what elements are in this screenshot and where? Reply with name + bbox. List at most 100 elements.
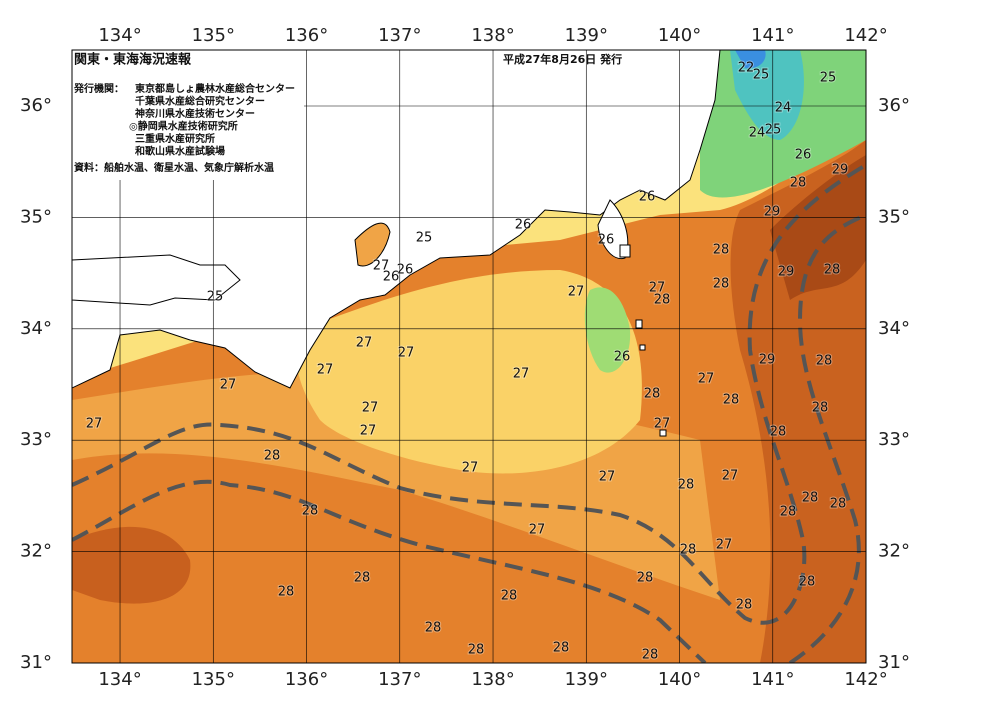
contour-label: 27 [462,461,479,476]
issuer: 千葉県水産総合研究センター [135,95,265,108]
issuer: 神奈川県水産技術センター [135,107,255,120]
contour-label: 28 [812,401,829,416]
contour-label: 28 [799,575,816,590]
map-body [72,50,866,663]
lat-label-left: 33° [20,429,52,450]
lon-label-bottom: 141° [751,669,794,690]
contour-label: 27 [649,281,666,296]
issuer: ◎静岡県水産技術研究所 [129,120,238,133]
contour-label: 27 [362,401,379,416]
sea-26-izu [584,287,631,373]
contour-label: 28 [642,648,659,663]
contour-label: 28 [425,621,442,636]
lat-label-right: 34° [878,318,910,339]
contour-label: 26 [795,148,812,163]
lat-label-right: 36° [878,95,910,116]
contour-label: 27 [220,378,237,393]
lon-label-bottom: 140° [658,669,701,690]
lon-label-top: 137° [378,25,421,46]
contour-label: 28 [468,643,485,658]
contour-label: 28 [770,425,787,440]
contour-label: 26 [397,263,414,278]
lat-label-left: 35° [20,206,52,227]
contour-label: 27 [529,523,546,538]
contour-label: 28 [501,589,518,604]
issuer: 和歌山県水産試験場 [134,145,225,158]
legend-box [72,50,304,180]
land-izu [597,199,629,260]
contour-label: 25 [765,123,782,138]
lon-label-bottom: 135° [192,669,235,690]
contour-label: 28 [780,505,797,520]
contour-label: 28 [830,497,847,512]
contour-label: 28 [678,478,695,493]
contour-label: 24 [775,101,792,116]
contour-label: 28 [824,263,841,278]
contour-label: 27 [722,469,739,484]
contour-label: 28 [736,598,753,613]
issue-date: 平成27年8月26日 発行 [503,52,622,66]
contour-label: 27 [568,285,585,300]
kuroshio-axis [72,163,866,663]
lon-label-top: 138° [471,25,514,46]
contour-label: 25 [416,231,433,246]
lon-label-bottom: 136° [285,669,328,690]
contour-label: 26 [515,218,532,233]
contour-label: 28 [553,641,570,656]
lon-label-top: 142° [844,25,887,46]
lat-label-right: 33° [878,429,910,450]
contour-label: 27 [398,346,415,361]
contour-label: 27 [599,470,616,485]
lon-label-top: 141° [751,25,794,46]
contour-label: 28 [713,243,730,258]
contour-label: 28 [278,585,295,600]
sea-27-coastal [296,270,642,474]
lat-label-right: 35° [878,206,910,227]
title: 関東・東海海況速報 [74,52,192,68]
contour-label: 28 [644,387,661,402]
contour-label: 27 [317,363,334,378]
lat-label-left: 32° [20,541,52,562]
contour-label: 27 [654,417,671,432]
contour-label: 29 [832,163,849,178]
lat-label-right: 31° [878,652,910,673]
lon-label-bottom: 134° [98,669,141,690]
contour-label: 28 [723,393,740,408]
contour-label: 28 [790,176,807,191]
contour-label: 29 [778,265,795,280]
contour-label: 28 [802,491,819,506]
contour-label: 28 [302,504,319,519]
lon-label-bottom: 142° [844,669,887,690]
contour-label: 25 [207,290,224,305]
issuer-label: 発行機関： [73,82,124,95]
lon-label-top: 135° [192,25,235,46]
lon-label-top: 140° [658,25,701,46]
frame [71,49,867,664]
contour-label: 28 [354,571,371,586]
lat-label-left: 34° [20,318,52,339]
issuer: 三重県水産研究所 [135,132,215,145]
lon-label-top: 134° [98,25,141,46]
sea-30 [770,155,866,300]
contour-label: 28 [654,293,671,308]
contour-label: 22 [738,61,755,76]
lon-label-bottom: 138° [471,669,514,690]
contour-label: 28 [637,571,654,586]
contour-label: 25 [753,68,770,83]
contour-label: 26 [639,190,656,205]
contour-label: 28 [264,449,281,464]
sea-24 [730,50,804,140]
contour-label: 28 [816,354,833,369]
lat-label-left: 36° [20,95,52,116]
contour-label: 28 [713,277,730,292]
contour-label: 27 [513,367,530,382]
contour-label: 28 [680,543,697,558]
contour-label: 29 [764,205,781,220]
lat-label-left: 31° [20,652,52,673]
sea-29-west [72,526,191,604]
issuer: 東京都島しょ農林水産総合センター [135,82,295,95]
contour-label: 27 [356,336,373,351]
